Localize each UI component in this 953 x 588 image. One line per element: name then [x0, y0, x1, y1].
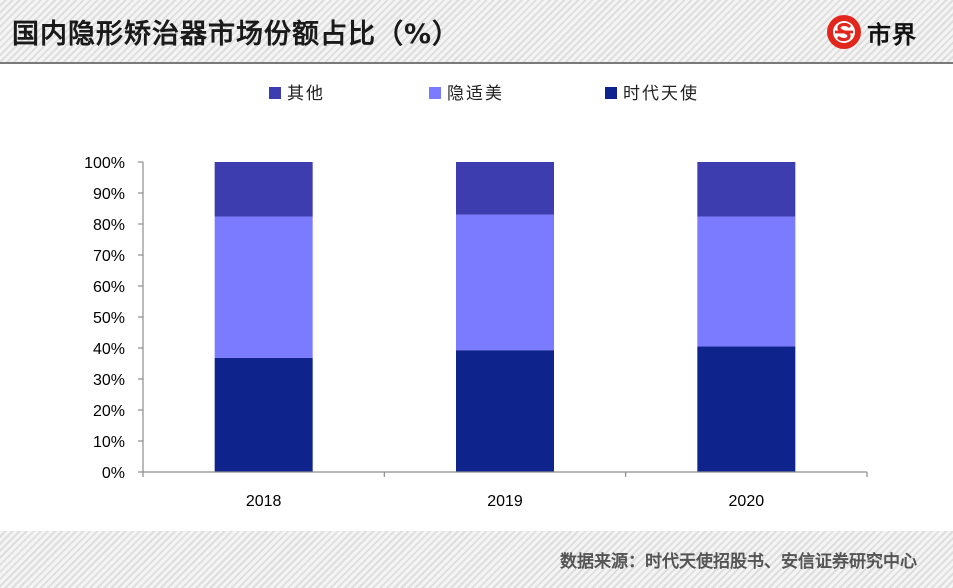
y-tick-label: 90% [93, 186, 125, 203]
header-bar: 国内隐形矫治器市场份额占比（%） 市界 [0, 0, 953, 62]
bar-segment [697, 216, 796, 347]
bar-segment [456, 162, 554, 215]
bar-segment [697, 346, 796, 472]
footer-bar: 数据来源：时代天使招股书、安信证券研究中心 [0, 531, 953, 588]
bar-segment [697, 162, 796, 217]
brand-logo: 市界 [825, 12, 917, 52]
stacked-bar-chart: 其他 隐适美 时代天使 0% 10% 20% 30% 40% 50% 60% 70% 80% 90% 1… [84, 83, 868, 510]
y-tick-label: 70% [93, 248, 125, 265]
chart-bars [214, 162, 796, 472]
x-tick-label: 2019 [487, 493, 523, 510]
legend-label: 隐适美 [447, 84, 504, 104]
y-tick-label: 0% [102, 465, 125, 482]
legend-swatch [269, 87, 281, 99]
bar-segment [456, 350, 554, 472]
bar-segment [456, 214, 554, 351]
y-tick-label: 50% [93, 310, 125, 327]
logo-text: 市界 [867, 20, 917, 49]
legend-label: 其他 [287, 84, 325, 104]
y-tick-label: 40% [93, 341, 125, 358]
chart-axes: 0% 10% 20% 30% 40% 50% 60% 70% 80% 90% 100% 2018 201… [84, 155, 868, 510]
y-tick-label: 100% [84, 155, 125, 172]
x-tick-label: 2018 [246, 493, 282, 510]
chart-legend: 其他 隐适美 时代天使 [269, 83, 699, 104]
y-tick-label: 60% [93, 279, 125, 296]
y-tick-label: 10% [93, 434, 125, 451]
legend-swatch [429, 87, 441, 99]
bar-segment [214, 162, 313, 217]
data-source-note: 数据来源：时代天使招股书、安信证券研究中心 [560, 552, 917, 572]
y-tick-label: 30% [93, 372, 125, 389]
bar-segment [214, 357, 313, 472]
bar-segment [214, 216, 313, 358]
header-divider [0, 62, 953, 64]
x-tick-label: 2020 [729, 493, 765, 510]
s-circle-logo-icon [827, 15, 861, 49]
y-tick-label: 80% [93, 217, 125, 234]
page-title: 国内隐形矫治器市场份额占比（%） [12, 19, 461, 50]
legend-swatch [605, 87, 617, 99]
y-tick-label: 20% [93, 403, 125, 420]
legend-label: 时代天使 [623, 83, 699, 104]
